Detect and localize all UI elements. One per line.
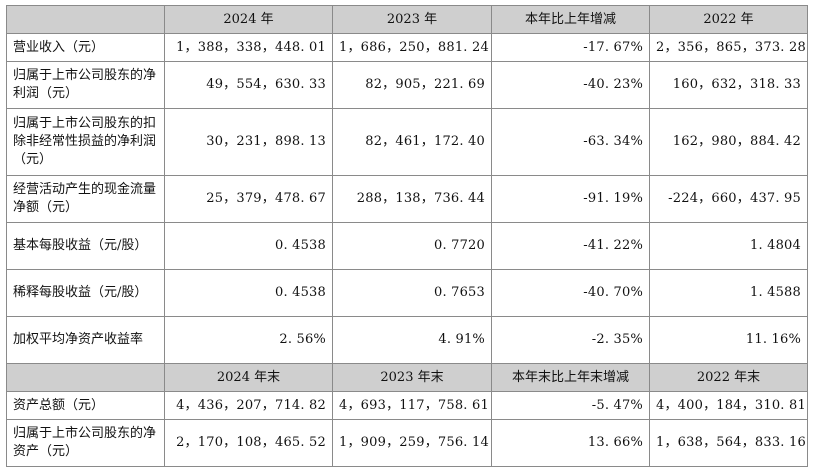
header-cell-change-end: 本年末比上年末增减	[491, 363, 650, 392]
header-cell-corner	[6, 363, 165, 392]
row-label: 稀释每股收益（元/股）	[6, 269, 165, 317]
header-cell-change: 本年比上年增减	[491, 5, 650, 34]
cell-change: -63. 34%	[491, 108, 650, 176]
cell-2024: 0. 4538	[164, 269, 333, 317]
table-row: 归属于上市公司股东的净利润（元） 49，554，630. 33 82，905，2…	[6, 61, 808, 109]
cell-change: -17. 67%	[491, 33, 650, 62]
cell-2024: 1，388，338，448. 01	[164, 33, 333, 62]
cell-2023: 0. 7720	[332, 222, 492, 270]
header-cell-2023: 2023 年	[332, 5, 492, 34]
header-cell-2024-end: 2024 年末	[164, 363, 333, 392]
cell-2023: 288，138，736. 44	[332, 175, 492, 223]
cell-2024: 2，170，108，465. 52	[164, 419, 333, 467]
cell-2022: -224，660，437. 95	[649, 175, 808, 223]
cell-2023: 82，461，172. 40	[332, 108, 492, 176]
header-cell-2024: 2024 年	[164, 5, 333, 34]
cell-2024: 25，379，478. 67	[164, 175, 333, 223]
header-cell-corner	[6, 5, 165, 34]
table-header-row: 2024 年 2023 年 本年比上年增减 2022 年	[6, 5, 808, 34]
cell-2023: 0. 7653	[332, 269, 492, 317]
cell-2024: 0. 4538	[164, 222, 333, 270]
row-label: 加权平均净资产收益率	[6, 316, 165, 364]
financial-summary-table: 2024 年 2023 年 本年比上年增减 2022 年 营业收入（元） 1，3…	[6, 5, 808, 467]
cell-2022: 162，980，884. 42	[649, 108, 808, 176]
cell-change: -2. 35%	[491, 316, 650, 364]
cell-2022: 160，632，318. 33	[649, 61, 808, 109]
header-cell-2022-end: 2022 年末	[649, 363, 808, 392]
table-row: 营业收入（元） 1，388，338，448. 01 1，686，250，881.…	[6, 33, 808, 62]
row-label: 归属于上市公司股东的净利润（元）	[6, 61, 165, 109]
table-row: 归属于上市公司股东的扣除非经常性损益的净利润（元） 30，231，898. 13…	[6, 108, 808, 176]
table-row: 资产总额（元） 4，436，207，714. 82 4，693，117，758.…	[6, 391, 808, 420]
cell-change: 13. 66%	[491, 419, 650, 467]
cell-2023: 82，905，221. 69	[332, 61, 492, 109]
cell-2022: 1，638，564，833. 16	[649, 419, 808, 467]
header-cell-2022: 2022 年	[649, 5, 808, 34]
cell-2024: 30，231，898. 13	[164, 108, 333, 176]
row-label: 经营活动产生的现金流量净额（元）	[6, 175, 165, 223]
cell-2022: 1. 4588	[649, 269, 808, 317]
cell-change: -40. 70%	[491, 269, 650, 317]
table-row: 归属于上市公司股东的净资产（元） 2，170，108，465. 52 1，909…	[6, 419, 808, 467]
cell-2024: 49，554，630. 33	[164, 61, 333, 109]
row-label: 归属于上市公司股东的净资产（元）	[6, 419, 165, 467]
cell-2022: 4，400，184，310. 81	[649, 391, 808, 420]
cell-2024: 4，436，207，714. 82	[164, 391, 333, 420]
row-label: 资产总额（元）	[6, 391, 165, 420]
cell-change: -40. 23%	[491, 61, 650, 109]
row-label: 归属于上市公司股东的扣除非经常性损益的净利润（元）	[6, 108, 165, 176]
cell-2022: 1. 4804	[649, 222, 808, 270]
cell-2023: 1，686，250，881. 24	[332, 33, 492, 62]
table-row: 基本每股收益（元/股） 0. 4538 0. 7720 -41. 22% 1. …	[6, 222, 808, 270]
cell-2022: 11. 16%	[649, 316, 808, 364]
row-label: 营业收入（元）	[6, 33, 165, 62]
table-row: 加权平均净资产收益率 2. 56% 4. 91% -2. 35% 11. 16%	[6, 316, 808, 364]
cell-change: -41. 22%	[491, 222, 650, 270]
cell-2023: 1，909，259，756. 14	[332, 419, 492, 467]
cell-2023: 4，693，117，758. 61	[332, 391, 492, 420]
table-row: 稀释每股收益（元/股） 0. 4538 0. 7653 -40. 70% 1. …	[6, 269, 808, 317]
cell-2022: 2，356，865，373. 28	[649, 33, 808, 62]
table-row: 经营活动产生的现金流量净额（元） 25，379，478. 67 288，138，…	[6, 175, 808, 223]
cell-2023: 4. 91%	[332, 316, 492, 364]
row-label: 基本每股收益（元/股）	[6, 222, 165, 270]
cell-change: -5. 47%	[491, 391, 650, 420]
cell-2024: 2. 56%	[164, 316, 333, 364]
header-cell-2023-end: 2023 年末	[332, 363, 492, 392]
cell-change: -91. 19%	[491, 175, 650, 223]
table-header-row-period-end: 2024 年末 2023 年末 本年末比上年末增减 2022 年末	[6, 363, 808, 392]
